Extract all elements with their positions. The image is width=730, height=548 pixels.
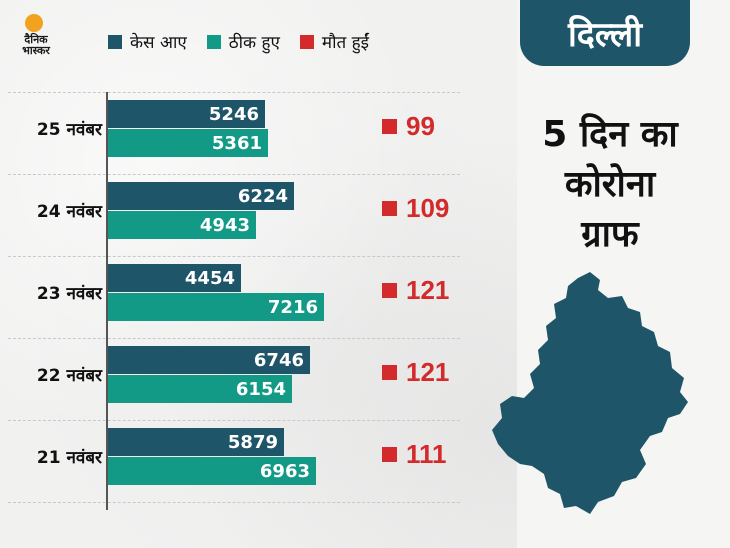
bar-recovered: 6963	[108, 457, 316, 485]
legend-item-cases: केस आए	[108, 30, 187, 53]
row-divider	[8, 420, 460, 421]
death-count: 121	[382, 275, 449, 306]
bar-cases: 6746	[108, 346, 310, 374]
row-divider	[8, 256, 460, 257]
bar-recovered: 5361	[108, 129, 268, 157]
legend-label-deaths: मौत हुईं	[321, 33, 369, 53]
bar-recovered: 7216	[108, 293, 324, 321]
legend-label-cases: केस आए	[130, 33, 187, 53]
death-value: 121	[406, 357, 450, 387]
death-marker	[382, 201, 397, 216]
death-count: 99	[382, 111, 435, 142]
death-count: 111	[382, 439, 447, 470]
panel-title-line-1: 5 दिन का	[542, 114, 678, 155]
date-label: 24 नवंबर	[36, 202, 102, 222]
death-value: 109	[406, 193, 450, 223]
row-divider	[8, 174, 460, 175]
legend: केस आए ठीक हुए मौत हुईं	[108, 30, 369, 53]
death-value: 111	[406, 439, 447, 469]
bar-cases: 5879	[108, 428, 284, 456]
bar-recovered: 4943	[108, 211, 256, 239]
date-label: 25 नवंबर	[36, 120, 102, 140]
row-divider	[8, 92, 460, 93]
legend-label-recovered: ठीक हुए	[228, 33, 280, 53]
delhi-map-icon	[492, 272, 688, 514]
logo-text: दैनिक भास्कर	[22, 33, 50, 57]
bar-cases: 5246	[108, 100, 265, 128]
row-divider	[8, 338, 460, 339]
bar-cases: 6224	[108, 182, 294, 210]
legend-swatch-cases	[108, 34, 122, 49]
date-label: 22 नवंबर	[36, 366, 102, 386]
bar-recovered: 6154	[108, 375, 292, 403]
legend-swatch-recovered	[206, 34, 221, 49]
death-value: 99	[406, 111, 435, 141]
sun-icon	[25, 14, 43, 32]
death-marker	[382, 447, 397, 462]
legend-swatch-deaths	[299, 34, 314, 49]
death-value: 121	[406, 275, 450, 305]
death-marker	[382, 365, 397, 380]
city-tab: दिल्ली	[520, 0, 690, 66]
death-marker	[382, 119, 397, 134]
date-label: 21 नवंबर	[36, 448, 102, 468]
death-count: 109	[382, 193, 449, 224]
chart-axis-line	[106, 92, 108, 510]
date-label: 23 नवंबर	[36, 284, 102, 304]
legend-item-recovered: ठीक हुए	[206, 30, 280, 53]
death-marker	[382, 283, 397, 298]
death-count: 121	[382, 357, 449, 388]
bar-cases: 4454	[108, 264, 241, 292]
dainik-bhaskar-logo: दैनिक भास्कर	[8, 10, 60, 62]
panel-title-line-3: ग्राफ	[581, 214, 639, 255]
row-divider	[8, 502, 460, 503]
panel-title-line-2: कोरोना	[564, 164, 656, 205]
legend-item-deaths: मौत हुईं	[299, 30, 369, 53]
